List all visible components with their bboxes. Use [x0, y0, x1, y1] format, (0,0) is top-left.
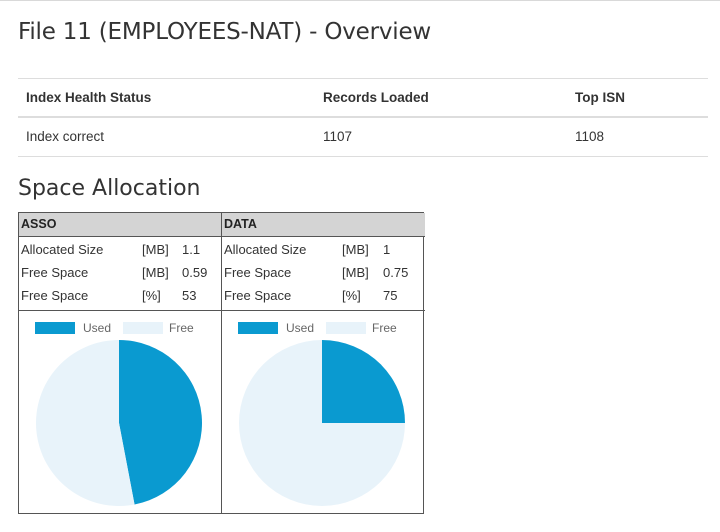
- legend-free-label[interactable]: Free: [169, 321, 194, 335]
- asso-allocated-size-row: Allocated Size [MB] 1.1: [19, 238, 221, 261]
- asso-free-space-pct-row: Free Space [%] 53: [19, 284, 221, 307]
- metric-value: 1.1: [182, 242, 201, 257]
- data-pie-chart[interactable]: [237, 338, 407, 508]
- metric-unit: [%]: [342, 288, 361, 303]
- metric-unit: [MB]: [142, 265, 169, 280]
- metric-label: Free Space: [21, 265, 89, 280]
- asso-header: ASSO: [19, 213, 221, 237]
- legend-used-label[interactable]: Used: [286, 321, 315, 335]
- data-allocated-size-row: Allocated Size [MB] 1: [222, 238, 425, 261]
- data-legend: Used Free: [222, 319, 425, 341]
- metric-value: 0.59: [182, 265, 208, 280]
- asso-free-space-mb-row: Free Space [MB] 0.59: [19, 261, 221, 284]
- header-top-isn: Top ISN: [575, 90, 625, 105]
- metric-unit: [MB]: [142, 242, 169, 257]
- metric-label: Free Space: [224, 288, 292, 303]
- metric-unit: [%]: [142, 288, 161, 303]
- space-allocation-table: ASSO Allocated Size [MB] 1.1 Free Space …: [18, 212, 425, 514]
- pie-slice-free[interactable]: [36, 340, 135, 506]
- metric-value: 0.75: [383, 265, 409, 280]
- legend-used-swatch[interactable]: [35, 322, 75, 334]
- data-header: DATA: [222, 213, 425, 237]
- asso-legend: Used Free: [19, 319, 221, 341]
- table-row: Index correct 1107 1108: [18, 118, 708, 157]
- metric-value: 1: [383, 242, 391, 257]
- header-records-loaded: Records Loaded: [323, 90, 429, 105]
- legend-used-swatch[interactable]: [238, 322, 278, 334]
- pie-slice-free[interactable]: [239, 340, 405, 506]
- page-title: File 11 (EMPLOYEES-NAT) - Overview: [18, 19, 432, 45]
- asso-metrics: Allocated Size [MB] 1.1 Free Space [MB] …: [19, 237, 221, 311]
- legend-free-swatch[interactable]: [123, 322, 163, 334]
- overview-header-row: Index Health Status Records Loaded Top I…: [18, 78, 708, 118]
- metric-unit: [MB]: [342, 242, 369, 257]
- metric-label: Allocated Size: [21, 242, 104, 257]
- data-metrics: Allocated Size [MB] 1 Free Space [MB] 0.…: [222, 237, 425, 311]
- asso-pie-chart[interactable]: [34, 338, 204, 508]
- data-free-space-mb-row: Free Space [MB] 0.75: [222, 261, 425, 284]
- top-divider: [0, 0, 720, 1]
- header-index-health: Index Health Status: [26, 90, 152, 105]
- top-isn-value: 1108: [575, 129, 605, 144]
- asso-column: ASSO Allocated Size [MB] 1.1 Free Space …: [19, 213, 222, 513]
- space-allocation-title: Space Allocation: [18, 176, 201, 201]
- overview-table: Index Health Status Records Loaded Top I…: [18, 78, 708, 157]
- metric-value: 53: [182, 288, 197, 303]
- legend-free-swatch[interactable]: [326, 322, 366, 334]
- data-column: DATA Allocated Size [MB] 1 Free Space [M…: [222, 213, 425, 513]
- legend-free-label[interactable]: Free: [372, 321, 397, 335]
- records-loaded-value: 1107: [323, 129, 353, 144]
- metric-label: Free Space: [224, 265, 292, 280]
- pie-slice-used[interactable]: [119, 340, 203, 505]
- legend-used-label[interactable]: Used: [83, 321, 112, 335]
- metric-label: Free Space: [21, 288, 89, 303]
- metric-label: Allocated Size: [224, 242, 307, 257]
- pie-slice-used[interactable]: [322, 340, 405, 423]
- metric-value: 75: [383, 288, 398, 303]
- index-health-value: Index correct: [26, 129, 105, 144]
- data-free-space-pct-row: Free Space [%] 75: [222, 284, 425, 307]
- metric-unit: [MB]: [342, 265, 369, 280]
